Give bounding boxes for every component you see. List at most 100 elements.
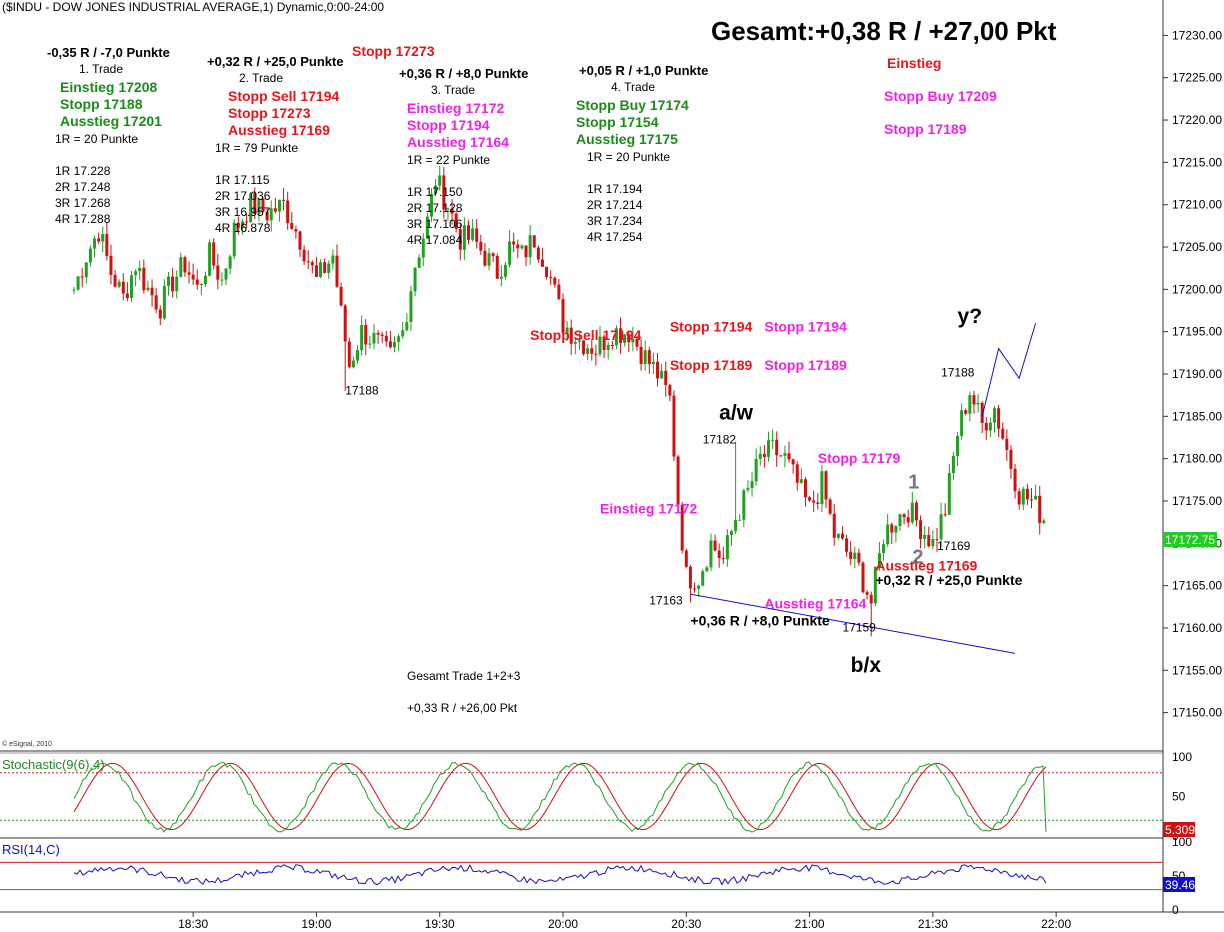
stoch-tick-label: 50 (1172, 790, 1186, 804)
trade-order-line: Stopp Sell 17194 (228, 88, 339, 104)
candle-body (1017, 491, 1021, 505)
candle-body (762, 453, 766, 457)
trade-order-line: Stopp 17154 (576, 114, 659, 130)
candle-body (512, 241, 516, 245)
candle-body (442, 175, 446, 210)
candle-body (434, 185, 438, 195)
candle-body (273, 208, 277, 212)
candle-body (175, 276, 179, 292)
candle-body (993, 408, 997, 423)
candle-body (195, 279, 199, 285)
candle-body (236, 222, 240, 228)
trade-order-line: Ausstieg 17164 (407, 134, 509, 150)
candle-body (935, 539, 939, 541)
chart-annotation: 2 (912, 547, 923, 569)
chart-annotation: Einstieg 17172 (600, 501, 697, 517)
candle-body (824, 471, 828, 500)
candle-body (943, 514, 947, 516)
trade-name: 3. Trade (431, 83, 475, 97)
candle-body (586, 348, 590, 355)
candle-body (758, 453, 762, 459)
candle-body (319, 262, 323, 277)
candle-body (462, 225, 466, 250)
candle-body (1038, 495, 1042, 523)
candle-body (458, 228, 462, 250)
candle-body (1009, 449, 1013, 469)
candle-body (327, 263, 331, 273)
candle-body (849, 551, 853, 559)
x-tick-label: 22:00 (1041, 917, 1071, 931)
chart-annotation: Stopp 17189 (764, 357, 847, 373)
candle-body (1021, 488, 1025, 505)
x-tick-label: 21:30 (918, 917, 948, 931)
candle-body (980, 402, 984, 423)
chart-annotation: 17159 (842, 620, 876, 634)
price-y-axis: 17150.0017155.0017160.0017165.0017170.00… (1163, 28, 1222, 720)
candle-body (364, 325, 368, 345)
candle-body (130, 275, 134, 298)
candle-body (171, 276, 175, 292)
candle-body (812, 500, 816, 503)
candle-body (914, 502, 918, 521)
trade-target: 4R 17.084 (407, 233, 463, 247)
trade-name: 2. Trade (239, 71, 283, 85)
candle-body (347, 341, 351, 368)
candle-body (97, 238, 101, 242)
candle-body (927, 535, 931, 547)
candle-body (931, 539, 935, 547)
candle-body (228, 256, 232, 269)
trade-result: +0,05 R / +1,0 Punkte (579, 63, 708, 78)
y-tick-label: 17150.00 (1172, 706, 1222, 720)
candle-body (146, 287, 150, 291)
chart-annotation: Stopp 17189 (670, 357, 753, 373)
trade-target: 2R 17.214 (587, 198, 643, 212)
candle-body (117, 281, 121, 287)
candle-body (528, 235, 532, 258)
candle-body (775, 439, 779, 456)
candle-body (421, 238, 425, 258)
chart-annotation: b/x (851, 654, 882, 677)
candle-body (105, 233, 109, 256)
candle-body (401, 330, 405, 337)
candle-body (101, 233, 105, 242)
trade-risk: 1R = 22 Punkte (407, 153, 490, 167)
candle-body (799, 479, 803, 483)
candle-body (520, 245, 524, 249)
candle-body (701, 571, 705, 586)
value-badges: 17172.75 5.309 39.46 (1163, 532, 1217, 892)
pending-order-line: Einstieg (887, 55, 941, 71)
candle-body (261, 198, 265, 212)
y-tick-label: 17215.00 (1172, 155, 1222, 169)
candle-body (109, 255, 113, 275)
price-badge-value: 17172.75 (1165, 533, 1215, 547)
trade-order-line: Ausstieg 17169 (228, 122, 330, 138)
candle-body (549, 276, 553, 278)
candle-body (240, 221, 244, 228)
pending-order-line: Stopp 17189 (884, 121, 967, 137)
candle-body (495, 256, 499, 279)
trade-target: 2R 17.036 (215, 189, 271, 203)
candle-body (984, 422, 988, 431)
candle-body (84, 262, 88, 278)
candle-body (660, 370, 664, 379)
trade-order-line: Einstieg 17172 (407, 100, 504, 116)
candle-body (430, 194, 434, 217)
candle-body (138, 267, 142, 272)
candle-body (1001, 428, 1005, 439)
candle-body (265, 211, 269, 221)
candle-body (882, 544, 886, 554)
stoch-line (73, 762, 1047, 831)
candle-body (208, 242, 212, 276)
trade-target: 1R 17.150 (407, 185, 463, 199)
rsi-badge (1163, 877, 1195, 892)
chart-annotation: y? (958, 305, 983, 328)
trade-order-line: Stopp 17194 (407, 117, 490, 133)
candle-body (413, 267, 417, 292)
candle-body (910, 502, 914, 523)
candle-body (545, 266, 549, 277)
candle-body (643, 350, 647, 365)
candle-body (516, 244, 520, 249)
y-tick-label: 17225.00 (1172, 71, 1222, 85)
candle-body (746, 488, 750, 491)
candle-body (614, 328, 618, 346)
